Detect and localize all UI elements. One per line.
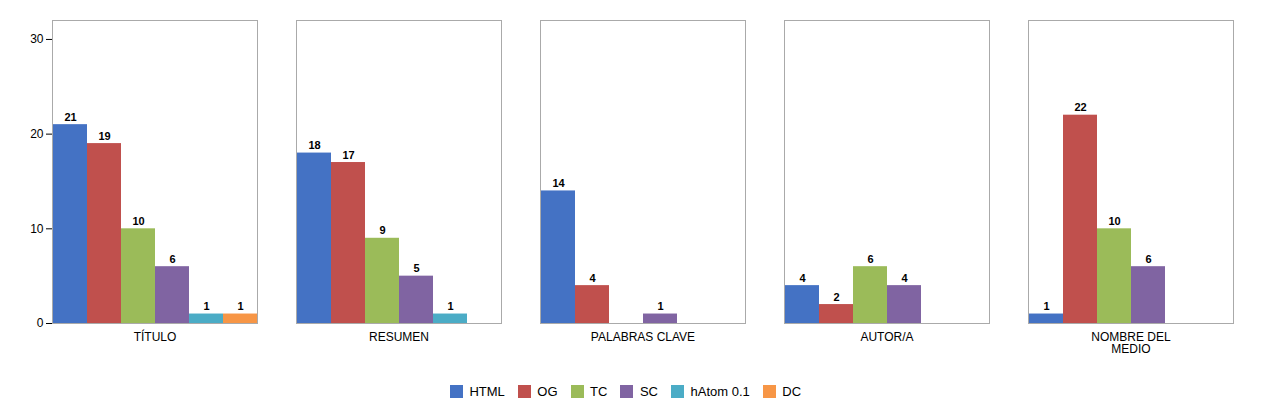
svg-text:1: 1	[447, 300, 453, 312]
svg-text:6: 6	[867, 253, 873, 265]
html-text:OG: OG	[537, 384, 558, 399]
svg-text:1: 1	[203, 300, 209, 312]
svg-text:9: 9	[379, 224, 385, 236]
svg-text:21: 21	[64, 111, 76, 123]
svg-text:1: 1	[657, 300, 663, 312]
svg-text:17: 17	[342, 149, 354, 161]
svg-text:20: 20	[30, 127, 44, 141]
svg-text:22: 22	[1074, 101, 1086, 113]
svg-text:18: 18	[308, 139, 320, 151]
html-text:DC: DC	[782, 384, 801, 399]
svg-text:5: 5	[413, 262, 419, 274]
svg-text:10: 10	[1108, 215, 1120, 227]
svg-text:2: 2	[833, 291, 839, 303]
svg-text:4: 4	[901, 272, 908, 284]
html-text:HTML: HTML	[469, 384, 505, 399]
svg-text:6: 6	[1145, 253, 1151, 265]
html-text:SC: SC	[639, 384, 658, 399]
html-text:TC: TC	[590, 384, 608, 399]
svg-text:1: 1	[237, 300, 243, 312]
svg-text:AUTOR/A: AUTOR/A	[860, 330, 913, 344]
svg-text:10: 10	[30, 222, 44, 236]
svg-text:4: 4	[799, 272, 806, 284]
svg-text:19: 19	[98, 130, 110, 142]
svg-text:14: 14	[552, 177, 565, 189]
svg-text:0: 0	[37, 316, 44, 330]
svg-text:4: 4	[589, 272, 596, 284]
svg-text:RESUMEN: RESUMEN	[369, 330, 429, 344]
svg-text:10: 10	[132, 215, 144, 227]
svg-text:30: 30	[30, 32, 44, 46]
svg-text:PALABRAS CLAVE: PALABRAS CLAVE	[591, 330, 695, 344]
svg-text:TÍTULO: TÍTULO	[134, 329, 177, 344]
svg-text:6: 6	[169, 253, 175, 265]
svg-text:NOMBRE DELMEDIO: NOMBRE DELMEDIO	[1091, 330, 1171, 356]
html-text:hAtom 0.1: hAtom 0.1	[690, 384, 750, 399]
svg-text:1: 1	[1043, 300, 1049, 312]
